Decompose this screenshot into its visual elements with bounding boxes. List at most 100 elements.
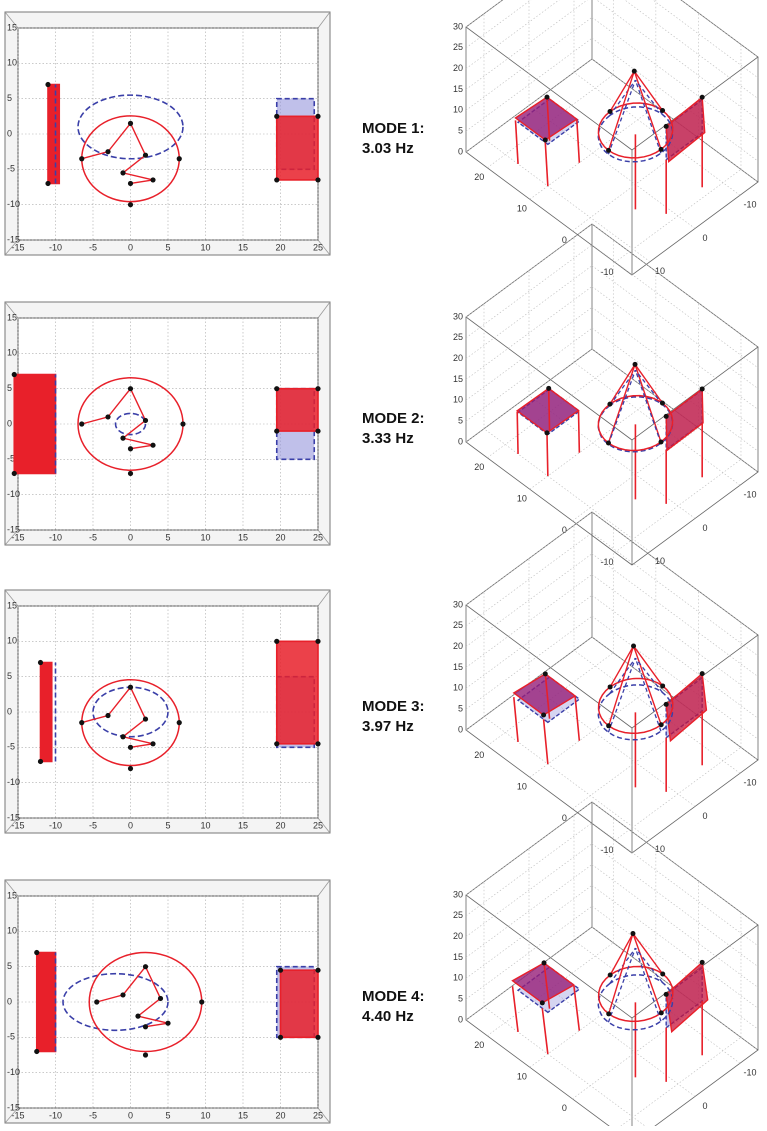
node	[608, 684, 613, 689]
node	[606, 440, 611, 445]
node	[274, 639, 279, 644]
x-tick-label: 10	[200, 820, 210, 830]
y-tick-label: 0	[7, 996, 12, 1006]
y-tick-label: 5	[7, 93, 12, 103]
node	[606, 148, 611, 153]
y-tick-label: -10	[7, 199, 20, 209]
node	[150, 741, 155, 746]
node	[105, 414, 110, 419]
node	[79, 720, 84, 725]
node	[120, 436, 125, 441]
x3d-tick-label: 10	[517, 782, 527, 792]
node	[274, 741, 279, 746]
x-tick-label: 0	[128, 532, 133, 542]
bench-leg	[517, 412, 518, 454]
z-tick-label: 20	[453, 641, 463, 651]
node	[315, 1035, 320, 1040]
grid-line	[466, 823, 592, 916]
grid-line	[466, 533, 592, 626]
y-tick-label: -10	[7, 777, 20, 787]
dome-rib-undeformed	[608, 658, 635, 732]
left-panel	[37, 953, 56, 1052]
node	[120, 170, 125, 175]
node	[12, 372, 17, 377]
node	[38, 759, 43, 764]
mode-label: MODE 2:	[362, 410, 425, 427]
mode-frequency: 3.03 Hz	[362, 140, 414, 157]
dome-rib-undeformed	[635, 80, 662, 114]
x-tick-label: 5	[165, 532, 170, 542]
x-tick-label: -10	[49, 242, 62, 252]
node	[607, 402, 612, 407]
x3d-tick-label: -10	[600, 845, 613, 855]
grid-line	[592, 287, 758, 410]
node	[128, 745, 133, 750]
node	[143, 716, 148, 721]
z-tick-label: 15	[453, 374, 463, 384]
x-tick-label: 0	[128, 1110, 133, 1120]
y-tick-label: 5	[7, 383, 12, 393]
x3d-tick-label: 10	[517, 204, 527, 214]
y-tick-label: -15	[7, 234, 20, 244]
dome-rib	[634, 71, 661, 149]
x3d-tick-label: 20	[474, 462, 484, 472]
figure: -15-10-50510152025151050-5-10-15MODE 1:3…	[0, 0, 767, 1126]
mode-frequency: 4.40 Hz	[362, 1008, 414, 1025]
z-tick-label: 20	[453, 931, 463, 941]
x3d-tick-label: 10	[517, 1072, 527, 1082]
y-tick-label: -10	[7, 1067, 20, 1077]
x-tick-label: 15	[238, 532, 248, 542]
node	[120, 992, 125, 997]
node	[541, 713, 546, 718]
z-tick-label: 10	[453, 973, 463, 983]
grid-line	[484, 1007, 650, 1126]
box-edge	[466, 802, 758, 1018]
z-tick-label: 0	[458, 436, 463, 446]
z-tick-label: 30	[453, 889, 463, 899]
y-tick-label: 10	[7, 636, 17, 646]
y-tick-label: 15	[7, 890, 17, 900]
z-tick-label: 10	[453, 683, 463, 693]
node	[660, 108, 665, 113]
z-tick-label: 20	[453, 63, 463, 73]
x-tick-label: -5	[89, 820, 97, 830]
node	[180, 421, 185, 426]
dome-rib-undeformed	[635, 948, 661, 1021]
x3d-tick-label: 0	[562, 1103, 567, 1113]
x-tick-label: 20	[275, 1110, 285, 1120]
node	[543, 137, 548, 142]
dome-rib-undeformed	[610, 658, 636, 693]
x-tick-label: -5	[89, 242, 97, 252]
node	[315, 741, 320, 746]
z-tick-label: 5	[458, 704, 463, 714]
y-tick-label: 5	[7, 671, 12, 681]
y3d-tick-label: -10	[743, 1068, 756, 1078]
y3d-tick-label: 0	[702, 523, 707, 533]
node	[546, 386, 551, 391]
grid-line	[615, 1037, 741, 1126]
grid-line	[466, 245, 592, 338]
z-tick-label: 5	[458, 416, 463, 426]
node	[135, 1014, 140, 1019]
x-tick-label: 10	[200, 532, 210, 542]
node	[128, 685, 133, 690]
node	[700, 671, 705, 676]
node	[105, 149, 110, 154]
y-tick-label: 0	[7, 128, 12, 138]
mode-frequency: 3.33 Hz	[362, 430, 414, 447]
box-edge	[466, 0, 758, 150]
y-tick-label: 5	[7, 961, 12, 971]
node	[34, 950, 39, 955]
node	[79, 421, 84, 426]
grid-line	[592, 245, 758, 368]
y3d-tick-label: 0	[702, 233, 707, 243]
y-tick-label: 15	[7, 312, 17, 322]
x3d-tick-label: 20	[474, 1040, 484, 1050]
node	[274, 428, 279, 433]
box-edge	[466, 224, 758, 440]
x-tick-label: 20	[275, 532, 285, 542]
x-tick-label: 15	[238, 820, 248, 830]
bench-leg	[542, 1008, 548, 1054]
y-tick-label: 0	[7, 418, 12, 428]
y3d-tick-label: -10	[743, 200, 756, 210]
